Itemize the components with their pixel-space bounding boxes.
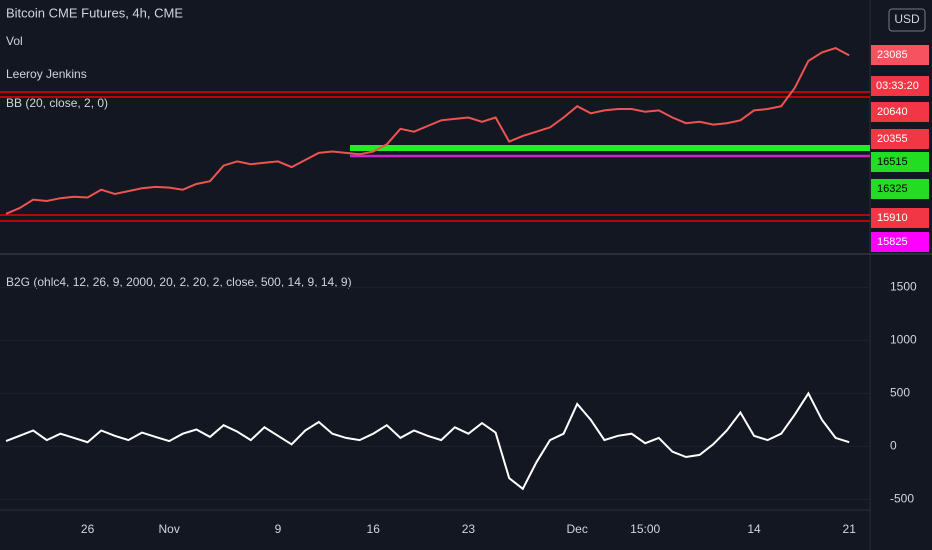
legend-entry: Leeroy Jenkins bbox=[6, 67, 87, 81]
x-tick-label: 26 bbox=[81, 522, 95, 536]
price-label-bg bbox=[871, 129, 929, 149]
countdown: 03:33:20 bbox=[876, 80, 919, 92]
indicator-title: B2G (ohlc4, 12, 26, 9, 2000, 20, 2, 20, … bbox=[6, 275, 352, 289]
price-label-bg bbox=[871, 152, 929, 172]
legend-entry: Vol bbox=[6, 34, 23, 48]
price-label-bg bbox=[871, 102, 929, 122]
y-tick-label: 1500 bbox=[890, 280, 917, 294]
price-label-bg bbox=[871, 179, 929, 199]
x-tick-label: 15:00 bbox=[630, 522, 660, 536]
x-tick-label: Nov bbox=[159, 522, 180, 536]
price-label: 20355 bbox=[877, 133, 908, 145]
x-tick-label: 21 bbox=[843, 522, 857, 536]
price-label-bg bbox=[871, 45, 929, 65]
x-tick-label: 9 bbox=[275, 522, 282, 536]
price-label-bg bbox=[871, 232, 929, 252]
price-label-bg bbox=[871, 208, 929, 228]
x-tick-label: Dec bbox=[567, 522, 588, 536]
y-tick-label: 0 bbox=[890, 439, 897, 453]
x-tick-label: 23 bbox=[462, 522, 476, 536]
price-label: 15910 bbox=[877, 212, 908, 224]
data-line bbox=[5, 47, 850, 215]
x-tick-label: 14 bbox=[747, 522, 761, 536]
data-line bbox=[5, 391, 850, 491]
price-label: 16325 bbox=[877, 183, 908, 195]
price-label: 16515 bbox=[877, 156, 908, 168]
price-label: 23085 bbox=[877, 49, 908, 61]
x-tick-label: 16 bbox=[367, 522, 381, 536]
currency[interactable]: USD bbox=[894, 12, 920, 26]
y-tick-label: 1000 bbox=[890, 333, 917, 347]
legend-entry: BB (20, close, 2, 0) bbox=[6, 96, 108, 110]
countdown-bg bbox=[871, 76, 929, 96]
chart-title: Bitcoin CME Futures, 4h, CME bbox=[6, 5, 183, 20]
y-tick-label: 500 bbox=[890, 386, 910, 400]
currency-button[interactable] bbox=[888, 8, 926, 32]
price-label: 20640 bbox=[877, 106, 908, 118]
price-label: 15825 bbox=[877, 236, 908, 248]
y-tick-label: -500 bbox=[890, 492, 914, 506]
